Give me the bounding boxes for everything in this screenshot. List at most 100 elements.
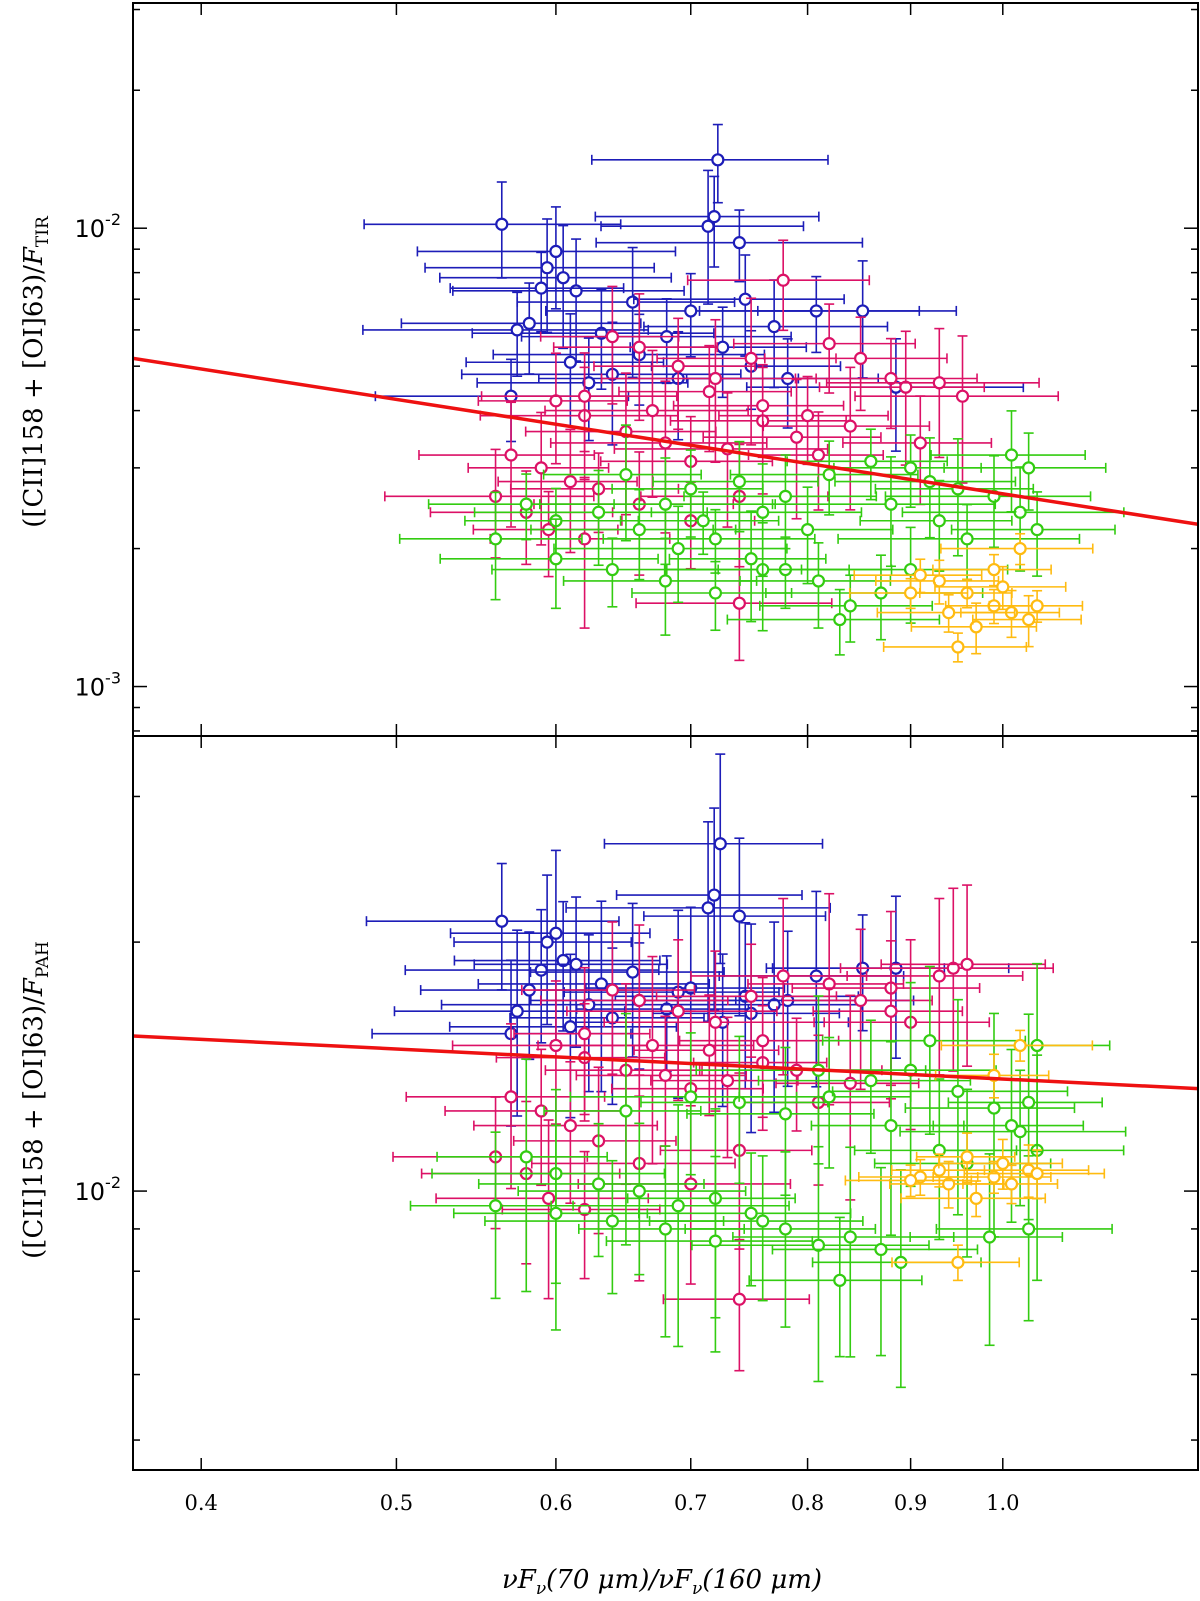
data-point-blue: [716, 340, 730, 354]
data-point-red: [534, 461, 548, 475]
y-tick-exponent: -2: [105, 210, 121, 229]
data-point-green: [605, 562, 619, 577]
data-point-blue: [534, 281, 548, 295]
data-point-red: [708, 1015, 723, 1029]
series-green-bottom: [409, 962, 1127, 1389]
data-point-blue: [732, 909, 746, 923]
data-point-red: [744, 989, 758, 1003]
data-point-blue: [569, 284, 583, 298]
data-point-red: [756, 1034, 770, 1048]
data-point-green: [1022, 461, 1036, 475]
data-point-red: [702, 385, 716, 399]
data-point-green: [549, 1206, 563, 1220]
data-point-yellow: [1030, 1166, 1044, 1181]
y-tick-exponent: -2: [105, 1173, 121, 1192]
data-point-blue: [522, 316, 536, 330]
data-point-green: [519, 1150, 533, 1164]
data-point-green: [884, 497, 898, 511]
data-point-blue: [767, 319, 781, 334]
data-point-green: [1004, 448, 1019, 462]
x-tick-label: 0.7: [674, 1491, 707, 1515]
data-point-green: [605, 1214, 619, 1228]
data-point-green: [684, 1090, 698, 1104]
data-point-green: [904, 461, 918, 475]
y-axis-title-top: ([CII]158 + [OI]63)/FTIR: [19, 215, 53, 528]
data-point-green: [591, 1177, 606, 1191]
x-tick-label: 0.4: [184, 1491, 217, 1515]
data-point-green: [778, 1107, 793, 1121]
data-point-red: [577, 389, 592, 403]
data-point-red: [702, 1043, 716, 1057]
data-point-green: [658, 497, 673, 511]
y-tick-base: 10: [75, 215, 106, 243]
data-point-green: [874, 1242, 888, 1257]
data-point-green: [822, 468, 836, 482]
data-point-blue: [582, 376, 596, 390]
data-point-green: [744, 1206, 758, 1220]
data-point-green: [488, 1199, 503, 1213]
data-point-red: [800, 409, 815, 423]
series-blue-top: [362, 123, 1025, 452]
series-yellow-bottom: [844, 1029, 1106, 1282]
y-axis-title-bottom: ([CII]158 + [OI]63)/FPAH: [19, 941, 53, 1259]
data-point-yellow: [960, 1150, 974, 1164]
data-point-green: [778, 489, 793, 503]
y-tick-label: 10-3: [75, 669, 122, 702]
data-point-red: [708, 371, 723, 386]
data-point-yellow: [1030, 599, 1044, 613]
data-point-yellow: [987, 562, 1001, 577]
data-point-green: [619, 1104, 633, 1118]
y-tick-base: 10: [75, 674, 106, 702]
data-point-green: [843, 599, 857, 613]
data-point-green: [632, 522, 646, 537]
data-point-green: [756, 1214, 770, 1228]
data-point-red: [645, 1038, 660, 1053]
data-point-blue: [856, 304, 870, 318]
data-point-red: [645, 403, 660, 418]
data-point-yellow: [904, 1173, 918, 1188]
x-axis-title: νFν(70 μm)/νFν(160 μm): [502, 1565, 822, 1597]
data-point-green: [591, 505, 606, 519]
data-point-red: [822, 337, 836, 351]
data-point-green: [744, 552, 758, 566]
data-point-yellow: [913, 568, 927, 582]
data-point-red: [932, 969, 946, 983]
data-point-red: [899, 380, 913, 394]
data-point-blue: [540, 261, 554, 275]
data-point-red: [811, 448, 826, 462]
data-point-yellow: [1013, 541, 1027, 556]
data-point-blue: [626, 965, 640, 979]
data-point-green: [833, 612, 847, 627]
data-point-red: [960, 957, 974, 971]
data-point-green: [843, 1230, 857, 1244]
data-point-red: [884, 371, 898, 386]
data-layer-bottom: [133, 753, 1198, 1389]
fit-line-top: [133, 356, 1198, 526]
data-point-green: [671, 1199, 685, 1213]
data-point-yellow: [1004, 1177, 1019, 1191]
data-point-green: [488, 532, 503, 546]
data-point-yellow: [904, 586, 918, 600]
data-point-blue: [713, 837, 727, 851]
data-point-red: [549, 394, 563, 408]
data-point-blue: [732, 236, 746, 250]
data-point-red: [577, 1202, 592, 1217]
y-tick-label: 10-2: [75, 1173, 122, 1206]
data-point-red: [541, 1191, 556, 1205]
data-point-green: [800, 522, 815, 537]
data-point-green: [778, 1222, 793, 1236]
data-point-blue: [549, 244, 563, 259]
y-tick-base: 10: [75, 1178, 106, 1206]
data-point-blue: [495, 914, 509, 928]
data-point-blue: [711, 153, 725, 167]
data-point-red: [605, 983, 619, 997]
data-point-red: [632, 340, 646, 354]
data-point-red: [671, 1004, 685, 1018]
data-point-red: [776, 969, 790, 983]
data-point-green: [658, 574, 673, 588]
data-point-green: [811, 574, 826, 588]
data-point-blue: [738, 292, 752, 306]
ticks-bottom: 10-2 0.4 0.5 0.6 0.7 0.8 0.9 1.0: [75, 736, 1198, 1515]
data-point-yellow: [942, 605, 956, 620]
data-point-red: [632, 993, 646, 1008]
